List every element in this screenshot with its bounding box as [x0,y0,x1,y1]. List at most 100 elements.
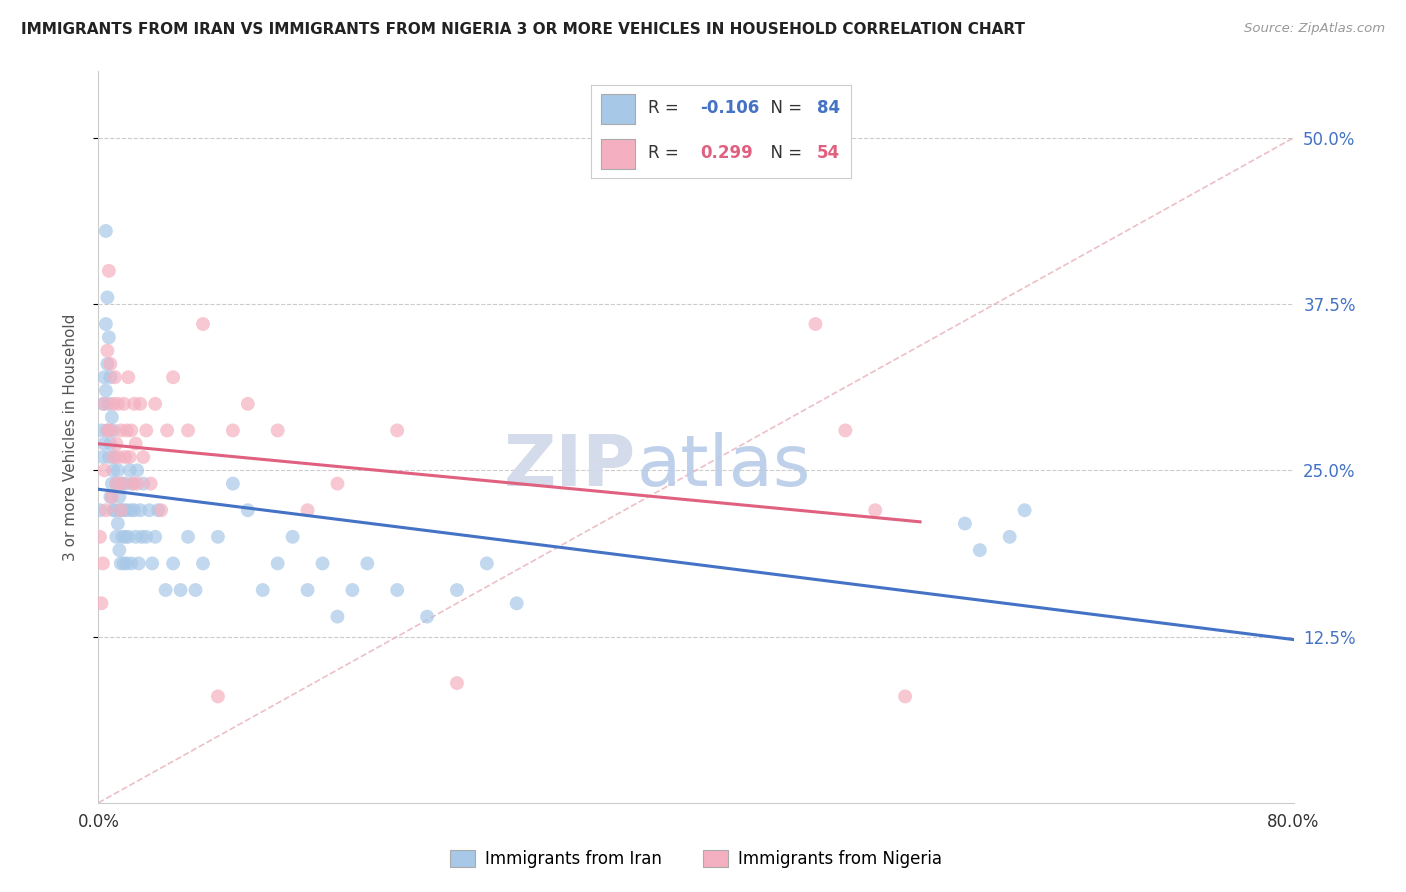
Text: N =: N = [759,145,807,162]
Point [98,424,122,438]
Point [356,557,378,571]
Point [94,224,117,238]
Point [131,530,153,544]
Point [105,476,128,491]
Point [104,503,127,517]
Text: atlas: atlas [637,432,811,500]
Text: 54: 54 [817,145,839,162]
Point [108,490,131,504]
Point [91,557,114,571]
Text: 0.299: 0.299 [700,145,752,162]
Point [104,370,127,384]
Point [191,317,214,331]
Point [103,424,125,438]
Point [112,503,135,517]
Text: 84: 84 [817,99,839,117]
Point [98,490,122,504]
Point [998,530,1021,544]
Point [94,384,117,398]
Point [143,397,166,411]
Point [177,424,200,438]
Point [834,424,856,438]
Point [969,543,991,558]
Point [446,582,468,597]
Point [112,557,135,571]
Point [98,436,122,450]
Point [101,490,124,504]
Point [111,530,134,544]
Point [89,503,111,517]
Point [115,503,138,517]
Point [156,424,179,438]
Point [124,397,146,411]
Point [93,463,115,477]
Point [475,557,498,571]
Point [90,596,112,610]
Point [96,424,118,438]
Point [110,557,132,571]
Point [90,424,112,438]
Point [108,450,131,464]
Point [114,450,136,464]
Text: R =: R = [648,99,683,117]
Point [135,424,157,438]
Point [267,424,290,438]
Point [115,557,138,571]
Point [112,397,135,411]
Point [107,516,129,531]
Point [110,503,132,517]
Point [506,596,529,610]
Text: -0.106: -0.106 [700,99,759,117]
Text: IMMIGRANTS FROM IRAN VS IMMIGRANTS FROM NIGERIA 3 OR MORE VEHICLES IN HOUSEHOLD : IMMIGRANTS FROM IRAN VS IMMIGRANTS FROM … [21,22,1025,37]
Point [148,503,170,517]
Point [132,476,155,491]
Point [97,450,120,464]
Point [222,424,245,438]
Point [107,397,129,411]
Point [118,450,141,464]
Point [114,530,136,544]
Point [91,397,114,411]
Point [103,503,125,517]
Point [103,450,125,464]
Point [207,690,229,704]
Legend: Immigrants from Iran, Immigrants from Nigeria: Immigrants from Iran, Immigrants from Ni… [443,844,949,875]
Point [96,290,118,304]
Point [128,557,150,571]
Point [162,557,184,571]
Point [124,503,146,517]
Point [129,503,152,517]
Point [125,530,148,544]
Point [129,397,152,411]
Point [121,476,143,491]
Point [416,609,439,624]
Point [894,690,917,704]
Point [865,503,887,517]
Point [162,370,184,384]
Point [93,397,115,411]
Point [97,264,120,278]
Point [236,503,259,517]
Point [184,582,207,597]
Point [141,557,163,571]
Point [108,543,131,558]
Point [114,476,136,491]
Point [120,424,142,438]
Point [191,557,214,571]
Point [105,436,128,450]
Point [115,424,138,438]
Point [1014,503,1036,517]
Point [118,463,141,477]
Point [143,530,166,544]
Point [94,317,117,331]
Point [117,530,139,544]
Point [385,424,409,438]
Point [110,503,132,517]
Point [125,436,148,450]
Point [103,397,125,411]
Bar [600,139,634,169]
Point [105,530,128,544]
Point [121,476,143,491]
Point [135,530,157,544]
Point [252,582,274,597]
